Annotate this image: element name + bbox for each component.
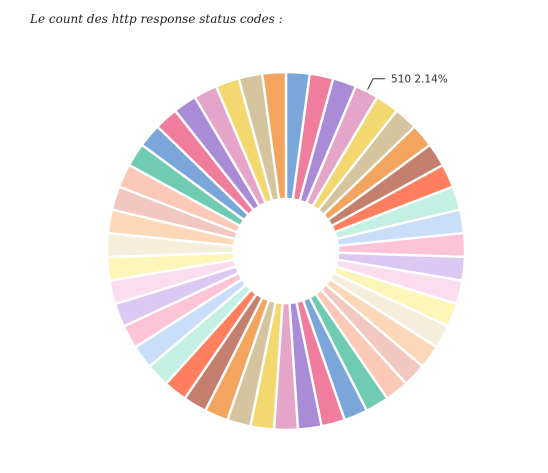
annotation-leader-line [368, 79, 385, 90]
slice-annotation: 510 2.14% [368, 74, 448, 90]
annotation-label: 510 2.14% [391, 74, 448, 86]
donut-slices [107, 72, 465, 430]
